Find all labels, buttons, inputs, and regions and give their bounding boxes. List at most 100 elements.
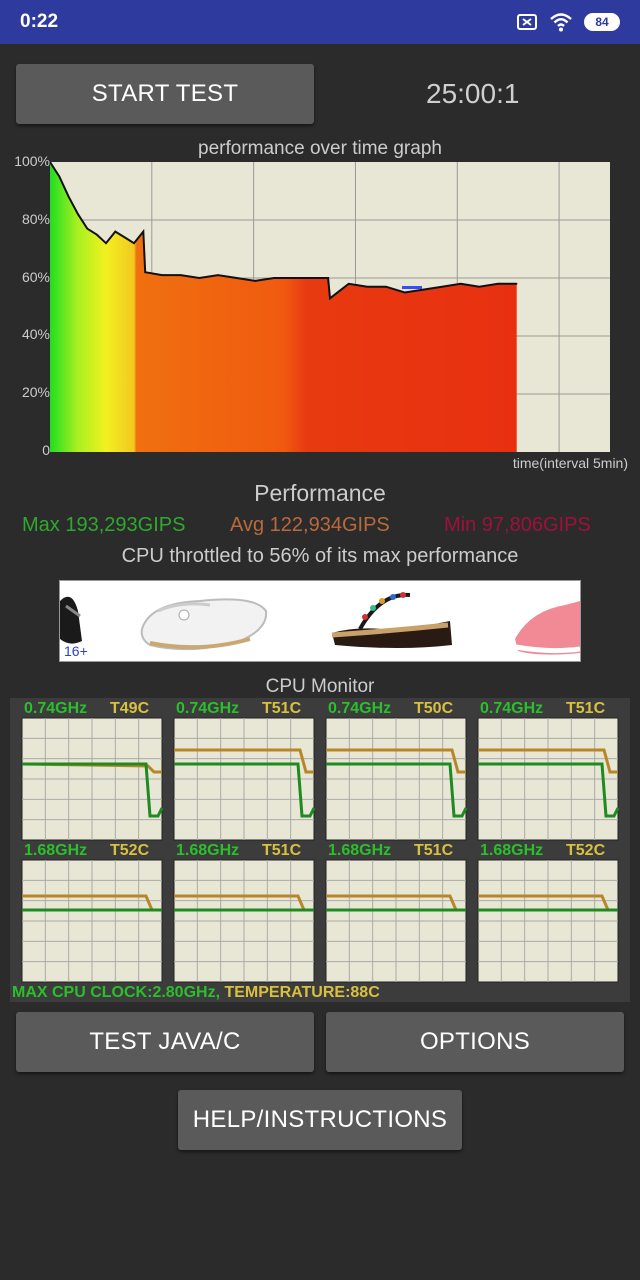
core-temp-line: [326, 748, 466, 774]
performance-area: [50, 162, 517, 452]
core-temp: T49C: [110, 700, 150, 717]
pink-sneaker-image: [515, 601, 580, 655]
core-temp: T51C: [262, 700, 302, 717]
core-temp: T52C: [110, 842, 150, 859]
wifi-icon: [550, 13, 572, 32]
core-freq: 1.68GHz: [480, 842, 544, 859]
cpu-monitor-panel: 0.74GHz T49C 0.74GHz T51C 0.74GHz T50C 0…: [10, 698, 630, 1002]
data-point: [161, 274, 163, 276]
max-cpu-clock: MAX CPU CLOCK:2.80GHz,: [12, 984, 221, 1001]
y-tick-label: 0: [42, 442, 50, 458]
data-point: [144, 271, 146, 273]
battery-icon: 84: [584, 13, 620, 31]
data-point: [422, 288, 425, 291]
core-temp: T52C: [566, 842, 606, 859]
data-point: [254, 280, 257, 282]
data-point: [273, 277, 275, 279]
options-button[interactable]: OPTIONS: [326, 1012, 624, 1072]
core-temp: T51C: [262, 842, 302, 859]
core-freq-line: [478, 762, 620, 818]
data-point: [67, 196, 70, 198]
data-point: [50, 162, 51, 163]
y-tick-label: 40%: [21, 326, 50, 342]
core-temp: T50C: [414, 700, 454, 717]
data-point: [347, 283, 350, 285]
min-gips: Min 97,806GIPS: [444, 514, 591, 536]
cpu-monitor-title: CPU Monitor: [265, 676, 375, 697]
data-point: [385, 285, 387, 288]
core-graph: [21, 859, 163, 983]
ad-banner[interactable]: 16+: [59, 580, 581, 662]
performance-heading: Performance: [254, 480, 386, 506]
test-java-c-button[interactable]: TEST JAVA/C: [16, 1012, 314, 1072]
core-temp: T51C: [414, 842, 454, 859]
data-point: [198, 277, 201, 279]
test-timer: 25:00:1: [426, 78, 520, 109]
white-loafer-image: [140, 598, 268, 651]
core-freq: 0.74GHz: [328, 700, 392, 717]
core-freq: 0.74GHz: [480, 700, 544, 717]
core-graph: [325, 717, 468, 841]
core-graph: [173, 859, 315, 983]
status-bar: 0:22 84: [0, 0, 640, 44]
core-freq-line: [326, 762, 468, 818]
avg-gips: Avg 122,934GIPS: [230, 514, 390, 536]
core-graph: [477, 717, 620, 841]
performance-points: [50, 162, 518, 300]
core-graph: [173, 717, 316, 841]
data-point: [142, 230, 145, 233]
data-point: [403, 291, 406, 294]
data-point: [179, 274, 182, 276]
y-tick-label: 60%: [21, 269, 50, 285]
data-point: [310, 277, 313, 279]
core-freq-line: [22, 762, 164, 818]
data-point: [86, 227, 89, 230]
core-freq: 0.74GHz: [24, 700, 88, 717]
age-rating-badge: 16+: [64, 643, 88, 659]
beaded-wedge-sandal-image: [331, 592, 452, 648]
cpu-footer: MAX CPU CLOCK:2.80GHz, TEMPERATURE:88C: [12, 984, 380, 1002]
black-sandal-image: [60, 596, 82, 644]
data-point: [497, 283, 499, 285]
data-point: [123, 236, 126, 239]
data-point: [105, 242, 107, 244]
start-test-button[interactable]: START TEST: [16, 64, 314, 124]
data-point: [291, 277, 294, 279]
max-gips: Max 193,293GIPS: [22, 514, 186, 536]
data-point: [515, 283, 518, 285]
data-point: [58, 175, 61, 178]
core-temp-line: [174, 748, 314, 774]
throttle-message: CPU throttled to 56% of its max performa…: [121, 545, 519, 567]
data-point: [459, 283, 462, 285]
core-graphs: [21, 717, 620, 983]
core-freq: 1.68GHz: [24, 842, 88, 859]
core-graph: [21, 717, 164, 841]
data-point: [95, 233, 98, 236]
core-graph: [325, 859, 467, 983]
data-point: [478, 285, 481, 288]
help-instructions-button[interactable]: HELP/INSTRUCTIONS: [178, 1090, 462, 1150]
data-point: [133, 242, 135, 244]
data-point: [329, 297, 331, 300]
core-freq: 0.74GHz: [176, 700, 240, 717]
data-point: [327, 277, 329, 279]
core-graph: [477, 859, 619, 983]
core-freq: 1.68GHz: [328, 842, 392, 859]
x-axis-label: time(interval 5min): [512, 455, 628, 471]
data-point: [114, 230, 117, 233]
max-temperature: TEMPERATURE:88C: [224, 984, 380, 1001]
core-freq-line: [174, 762, 316, 818]
status-time: 0:22: [20, 11, 59, 32]
performance-line: [50, 162, 517, 301]
position-marker: [402, 286, 422, 289]
core-freq: 1.68GHz: [176, 842, 240, 859]
core-temp: T51C: [566, 700, 606, 717]
y-tick-label: 80%: [21, 211, 50, 227]
performance-chart: [50, 162, 610, 452]
ad-products: [60, 592, 580, 655]
data-point: [77, 213, 79, 215]
graph-title: performance over time graph: [198, 138, 442, 159]
data-point: [52, 167, 55, 169]
close-box-icon: [517, 14, 537, 30]
data-point: [441, 285, 443, 288]
